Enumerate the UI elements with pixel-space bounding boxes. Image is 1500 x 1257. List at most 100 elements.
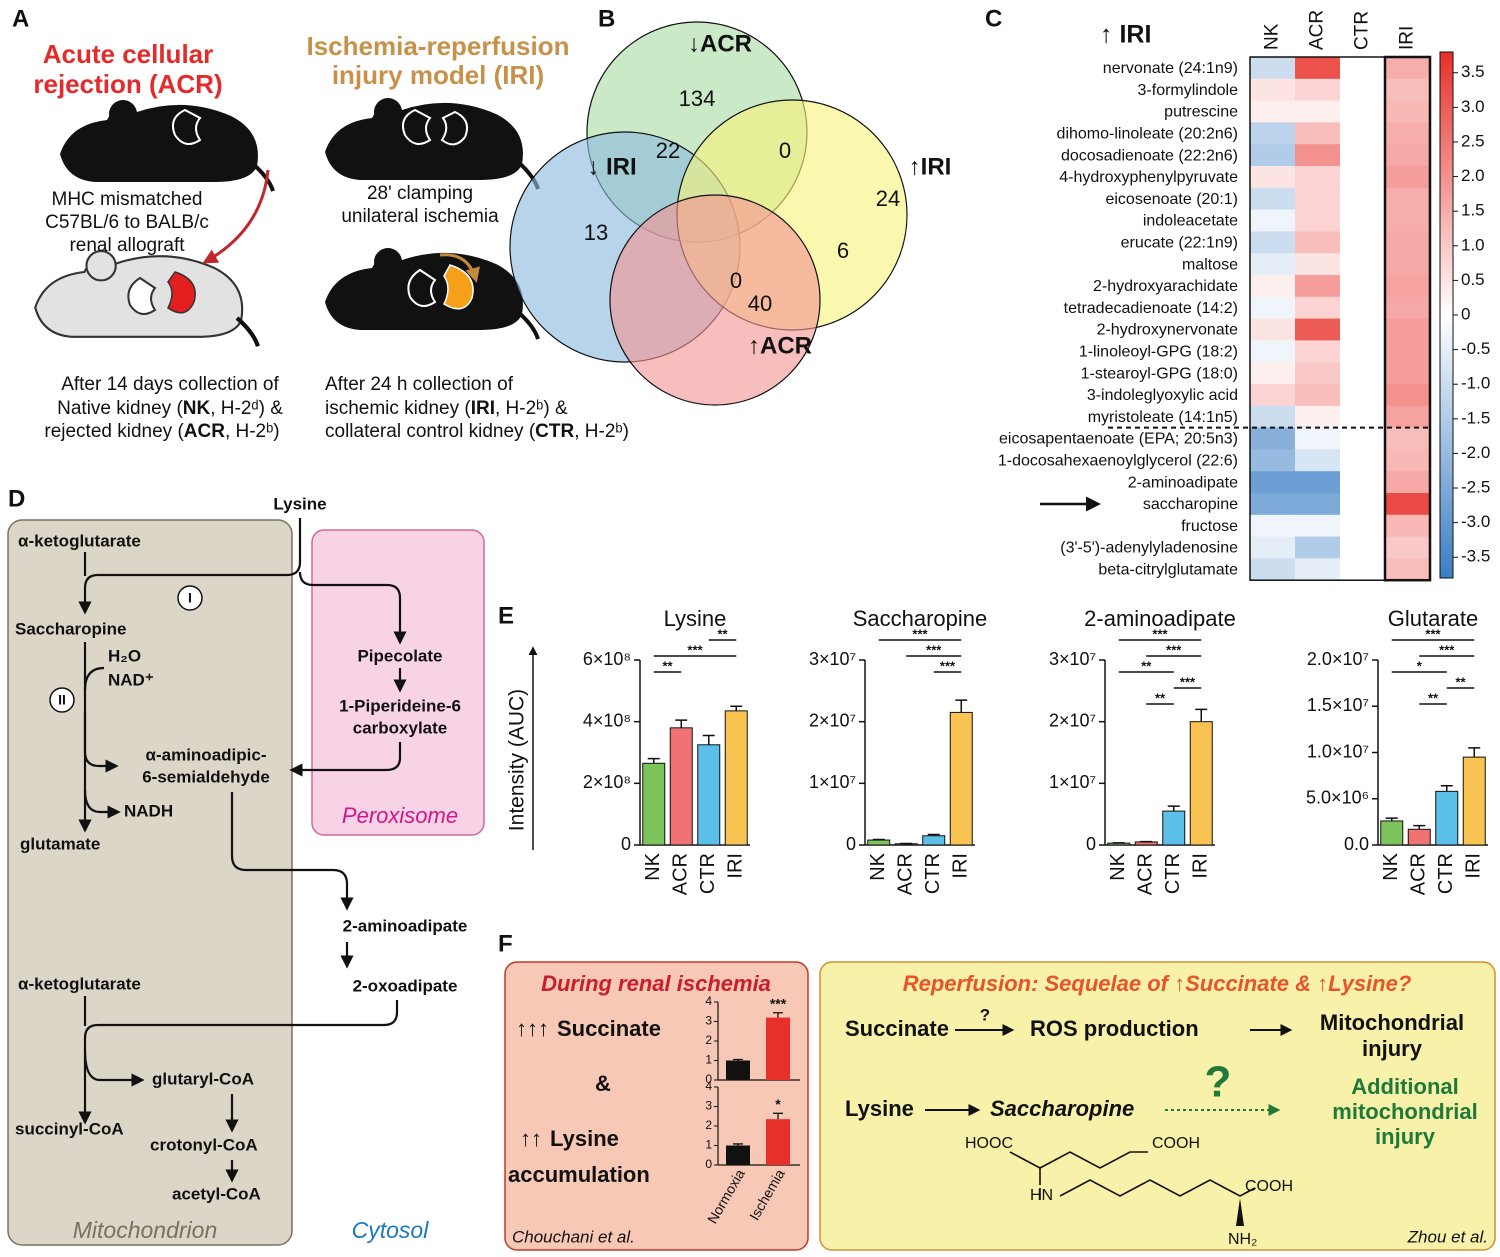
y-tick-label: 0 bbox=[705, 1157, 712, 1171]
arrow bbox=[298, 571, 407, 645]
x-tick-label: IRI bbox=[1190, 853, 1212, 879]
panel-c: C ↑ IRI NK ACR CTR IRI nervonate (24:1n9) 3-f… bbox=[985, 5, 1490, 582]
error-bar bbox=[872, 838, 885, 841]
chart-title: 2-aminoadipate bbox=[1084, 606, 1236, 631]
heatmap-cell bbox=[1295, 493, 1341, 516]
heatmap-cell bbox=[1340, 231, 1386, 254]
bar bbox=[726, 1145, 750, 1165]
row-label: saccharopine bbox=[1143, 496, 1238, 513]
arrow bbox=[78, 1000, 399, 1125]
kidney bbox=[172, 108, 202, 145]
heatmap-cell bbox=[1385, 514, 1431, 538]
row-label: docosadienoate (22:2n6) bbox=[1061, 147, 1238, 164]
arrow bbox=[83, 712, 119, 773]
heatmap-cell bbox=[1385, 340, 1431, 363]
y-tick-label: 2×10⁷ bbox=[1049, 710, 1096, 730]
y-tick-label: 2.0×10⁷ bbox=[1307, 649, 1369, 669]
y-tick-label: 3 bbox=[705, 1014, 712, 1028]
bar bbox=[766, 1017, 790, 1080]
heatmap-cell bbox=[1295, 144, 1341, 167]
error-bar bbox=[1167, 805, 1180, 812]
bar bbox=[1462, 756, 1486, 846]
atom-label: COOH bbox=[1152, 1135, 1200, 1152]
metabolite: 6-semialdehyde bbox=[142, 767, 270, 786]
bar bbox=[726, 1060, 750, 1080]
y-tick-label: 1×10⁷ bbox=[809, 772, 856, 792]
row-label: beta-citrylglutamate bbox=[1098, 562, 1238, 579]
panel-label: B bbox=[598, 5, 615, 32]
x-tick-label: CTR bbox=[922, 853, 944, 894]
arrow bbox=[78, 518, 302, 615]
colorbar-label: 2.5 bbox=[1461, 131, 1485, 150]
heatmap-cell bbox=[1385, 78, 1431, 102]
heatmap-cell bbox=[1250, 296, 1296, 320]
error-bar bbox=[773, 1112, 783, 1120]
heatmap-cell bbox=[1340, 384, 1386, 407]
row-label: dihomo-linoleate (20:2n6) bbox=[1057, 126, 1238, 143]
heatmap-cell bbox=[1295, 122, 1341, 145]
text-run: NK bbox=[183, 398, 211, 419]
heatmap-cell bbox=[1295, 253, 1341, 276]
x-tick-label: NK bbox=[1107, 852, 1129, 880]
significance-label: *** bbox=[912, 626, 928, 641]
heatmap-cell bbox=[1250, 449, 1296, 472]
metabolite: α-ketoglutarate bbox=[18, 974, 141, 993]
significance-label: *** bbox=[940, 658, 956, 673]
collection-text: Native kidney (NK, H-2ᵈ) & bbox=[57, 398, 283, 419]
method-text: C57BL/6 to BALB/c bbox=[45, 212, 209, 233]
heatmap-cell bbox=[1340, 427, 1386, 450]
x-tick-label: IRI bbox=[950, 853, 972, 879]
heatmap-cell bbox=[1250, 536, 1296, 559]
heatmap-cell bbox=[1295, 318, 1341, 341]
heatmap-cell bbox=[1250, 144, 1296, 167]
heatmap-cell bbox=[1295, 296, 1341, 320]
arrow bbox=[83, 789, 121, 819]
bar bbox=[1435, 790, 1459, 846]
bar bbox=[922, 835, 946, 846]
metabolite: Pipecolate bbox=[357, 646, 442, 665]
venn-count: 40 bbox=[748, 291, 772, 316]
venn-set bbox=[609, 194, 821, 406]
heatmap-cell bbox=[1385, 144, 1431, 167]
text-run: , H-2ᵈ) & bbox=[210, 398, 283, 419]
iri-title: injury model (IRI) bbox=[332, 60, 544, 90]
mouse bbox=[323, 96, 540, 190]
citation: Zhou et al. bbox=[1407, 1227, 1488, 1246]
arrow bbox=[439, 253, 480, 283]
panel-f: F During renal ischemia ↑↑↑ Succinate & ↑… bbox=[498, 930, 1496, 1251]
row-label: myristoleate (14:1n5) bbox=[1088, 409, 1238, 426]
error-bar bbox=[1468, 747, 1481, 758]
x-tick-label: NK bbox=[1380, 852, 1402, 880]
heatmap-cell bbox=[1340, 78, 1386, 102]
x-tick-label: CTR bbox=[1435, 853, 1457, 894]
row-label: 3-formylindole bbox=[1138, 82, 1239, 99]
text-run: rejected kidney ( bbox=[44, 421, 184, 442]
row-label: 1-docosahexaenoylglycerol (22:6) bbox=[998, 453, 1238, 470]
arrow bbox=[230, 792, 354, 911]
step-circle bbox=[49, 687, 75, 713]
heatmap-cell bbox=[1385, 209, 1431, 232]
heatmap-cell bbox=[1250, 427, 1296, 450]
venn-count: 22 bbox=[656, 138, 680, 163]
text-run: , H-2ᵇ) bbox=[225, 421, 280, 442]
heatmap-cell bbox=[1295, 187, 1341, 211]
collection-text: ischemic kidney (IRI, H-2ᵇ) & bbox=[325, 398, 568, 419]
significance-label: ** bbox=[1455, 674, 1466, 689]
heatmap-cell bbox=[1385, 296, 1431, 320]
heatmap-cell bbox=[1340, 57, 1386, 80]
step-circle bbox=[177, 585, 203, 611]
heatmap-cell bbox=[1340, 187, 1386, 211]
heatmap-cell bbox=[1250, 209, 1296, 232]
heatmap-border bbox=[1383, 55, 1432, 582]
bar bbox=[867, 839, 891, 846]
heatmap-cell bbox=[1250, 275, 1296, 298]
heatmap-cell bbox=[1340, 253, 1386, 276]
heatmap-cell bbox=[1250, 78, 1296, 102]
x-tick-label: CTR bbox=[1162, 853, 1184, 894]
heatmap-cell bbox=[1385, 100, 1431, 123]
heatmap-cell bbox=[1340, 296, 1386, 320]
atom-label: COOH bbox=[1245, 1178, 1293, 1195]
x-tick-label: ACR bbox=[1135, 853, 1157, 895]
arrows: ↑↑ bbox=[520, 1126, 542, 1151]
column-label: NK bbox=[1262, 23, 1283, 50]
